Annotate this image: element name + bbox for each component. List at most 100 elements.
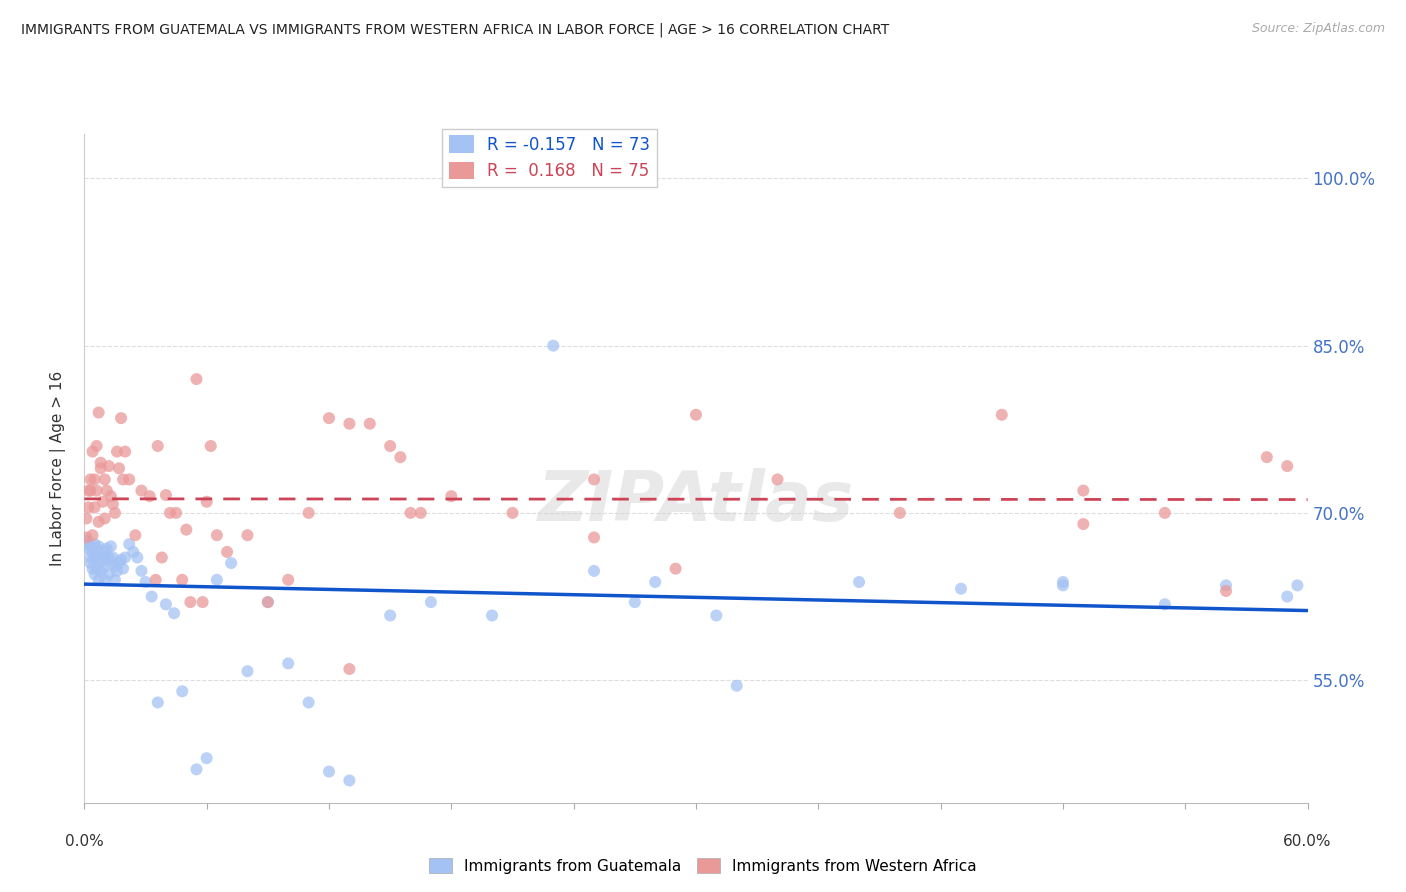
Point	[131, 483, 153, 498]
Point	[77, 500, 100, 515]
Point	[82, 545, 104, 559]
Point	[105, 444, 128, 458]
Point	[889, 506, 911, 520]
Point	[108, 461, 131, 475]
Point	[339, 662, 361, 676]
Point	[93, 473, 117, 487]
Point	[108, 556, 131, 570]
Point	[399, 506, 422, 520]
Point	[86, 483, 108, 498]
Point	[176, 523, 198, 537]
Point	[1073, 483, 1095, 498]
Point	[236, 528, 259, 542]
Point	[725, 679, 748, 693]
Point	[82, 528, 104, 542]
Point	[706, 608, 728, 623]
Point	[205, 573, 228, 587]
Point	[82, 444, 104, 458]
Point	[131, 564, 153, 578]
Point	[91, 548, 114, 563]
Point	[97, 567, 120, 582]
Point	[163, 607, 186, 621]
Point	[110, 411, 132, 425]
Text: 60.0%: 60.0%	[1284, 834, 1331, 849]
Point	[339, 417, 361, 431]
Legend: Immigrants from Guatemala, Immigrants from Western Africa: Immigrants from Guatemala, Immigrants fr…	[423, 852, 983, 880]
Point	[104, 559, 127, 574]
Point	[1286, 578, 1309, 592]
Point	[219, 556, 242, 570]
Point	[112, 473, 135, 487]
Point	[583, 473, 606, 487]
Y-axis label: In Labor Force | Age > 16: In Labor Force | Age > 16	[49, 371, 66, 566]
Point	[1277, 590, 1299, 604]
Point	[440, 489, 463, 503]
Point	[86, 541, 108, 556]
Point	[93, 545, 117, 559]
Point	[97, 459, 120, 474]
Point	[389, 450, 412, 465]
Point	[155, 488, 177, 502]
Point	[1277, 459, 1299, 474]
Point	[104, 506, 127, 520]
Point	[75, 511, 97, 525]
Point	[96, 553, 118, 567]
Point	[1215, 578, 1237, 592]
Point	[87, 515, 110, 529]
Point	[101, 497, 124, 511]
Point	[87, 405, 110, 420]
Point	[79, 483, 101, 498]
Point	[83, 567, 105, 582]
Point	[138, 489, 160, 503]
Point	[93, 511, 117, 525]
Point	[127, 550, 149, 565]
Point	[766, 473, 789, 487]
Point	[298, 506, 321, 520]
Point	[409, 506, 432, 520]
Point	[150, 550, 173, 565]
Point	[86, 562, 108, 576]
Point	[624, 595, 647, 609]
Point	[1052, 578, 1074, 592]
Point	[104, 573, 127, 587]
Point	[186, 372, 208, 386]
Point	[217, 545, 239, 559]
Point	[91, 495, 114, 509]
Point	[145, 573, 167, 587]
Point	[1073, 517, 1095, 532]
Point	[1154, 598, 1177, 612]
Point	[91, 562, 114, 576]
Point	[1052, 575, 1074, 590]
Point	[90, 564, 112, 578]
Point	[1256, 450, 1278, 465]
Point	[77, 541, 100, 556]
Point	[236, 664, 259, 678]
Point	[257, 595, 280, 609]
Point	[75, 530, 97, 544]
Point	[165, 506, 187, 520]
Point	[90, 553, 112, 567]
Point	[87, 556, 110, 570]
Point	[543, 339, 565, 353]
Text: Source: ZipAtlas.com: Source: ZipAtlas.com	[1251, 22, 1385, 36]
Legend: R = -0.157   N = 73, R =  0.168   N = 75: R = -0.157 N = 73, R = 0.168 N = 75	[441, 128, 657, 186]
Point	[83, 550, 105, 565]
Point	[318, 411, 340, 425]
Point	[90, 456, 112, 470]
Text: 0.0%: 0.0%	[65, 834, 104, 849]
Point	[1154, 506, 1177, 520]
Point	[105, 564, 128, 578]
Point	[318, 764, 340, 779]
Point	[481, 608, 503, 623]
Point	[77, 537, 100, 551]
Point	[79, 550, 101, 565]
Point	[146, 696, 169, 710]
Point	[257, 595, 280, 609]
Point	[277, 657, 299, 671]
Point	[583, 530, 606, 544]
Point	[205, 528, 228, 542]
Point	[82, 562, 104, 576]
Point	[172, 684, 194, 698]
Point	[118, 473, 141, 487]
Point	[950, 582, 973, 596]
